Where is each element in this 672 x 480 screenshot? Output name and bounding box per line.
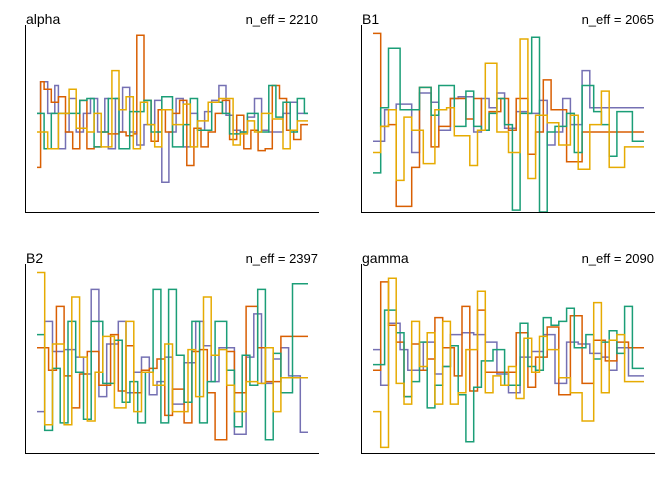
trace-line-chain-4 xyxy=(373,277,644,449)
n-eff-label: n_eff = 2397 xyxy=(246,251,318,266)
trace-line-chain-4 xyxy=(37,69,308,150)
trace-line-chain-2 xyxy=(373,32,644,208)
panel-alpha: alpha n_eff = 2210 xyxy=(25,11,319,213)
plot-area xyxy=(373,32,644,213)
panel-b2: B2 n_eff = 2397 xyxy=(25,250,319,454)
panel-b1: B1 n_eff = 2065 xyxy=(361,11,655,213)
plot-area xyxy=(373,277,644,449)
trace-line-chain-4 xyxy=(373,38,644,182)
n-eff-label: n_eff = 2210 xyxy=(246,12,318,27)
trace-line-chain-4 xyxy=(37,271,308,426)
plot-area xyxy=(37,271,308,441)
trace-line-chain-3 xyxy=(37,84,308,150)
n-eff-label: n_eff = 2065 xyxy=(582,12,654,27)
panel-title: B1 xyxy=(362,11,379,27)
trace-line-chain-1 xyxy=(37,288,308,435)
panel-title: gamma xyxy=(362,250,409,266)
panel-title: B2 xyxy=(26,250,43,266)
panel-gamma: gamma n_eff = 2090 xyxy=(361,250,655,454)
n-eff-label: n_eff = 2090 xyxy=(582,251,654,266)
plot-area xyxy=(37,34,308,183)
trace-line-chain-3 xyxy=(373,36,644,213)
panel-title: alpha xyxy=(26,11,60,27)
trace-line-chain-3 xyxy=(37,283,308,441)
